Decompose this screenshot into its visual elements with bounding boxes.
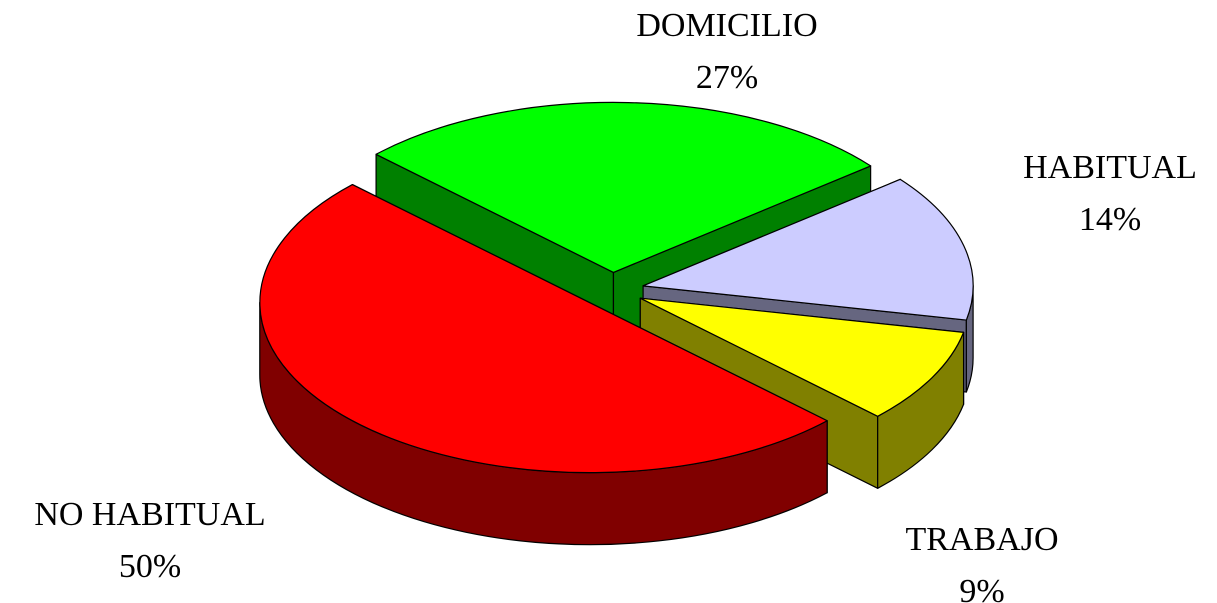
slice xyxy=(375,101,872,274)
slice xyxy=(642,178,974,321)
slice-percent: 9% xyxy=(959,573,1004,603)
slice-label: DOMICILIO xyxy=(636,7,817,44)
slice-percent: 27% xyxy=(696,59,758,96)
slice-label: NO HABITUAL xyxy=(34,496,265,533)
slice-label: TRABAJO xyxy=(905,521,1058,558)
slice-label: HABITUAL xyxy=(1023,149,1197,186)
slice xyxy=(639,297,965,417)
slice-percent: 50% xyxy=(119,548,181,585)
slice xyxy=(259,183,828,474)
slice xyxy=(259,183,828,546)
slice-percent: 14% xyxy=(1079,201,1141,238)
